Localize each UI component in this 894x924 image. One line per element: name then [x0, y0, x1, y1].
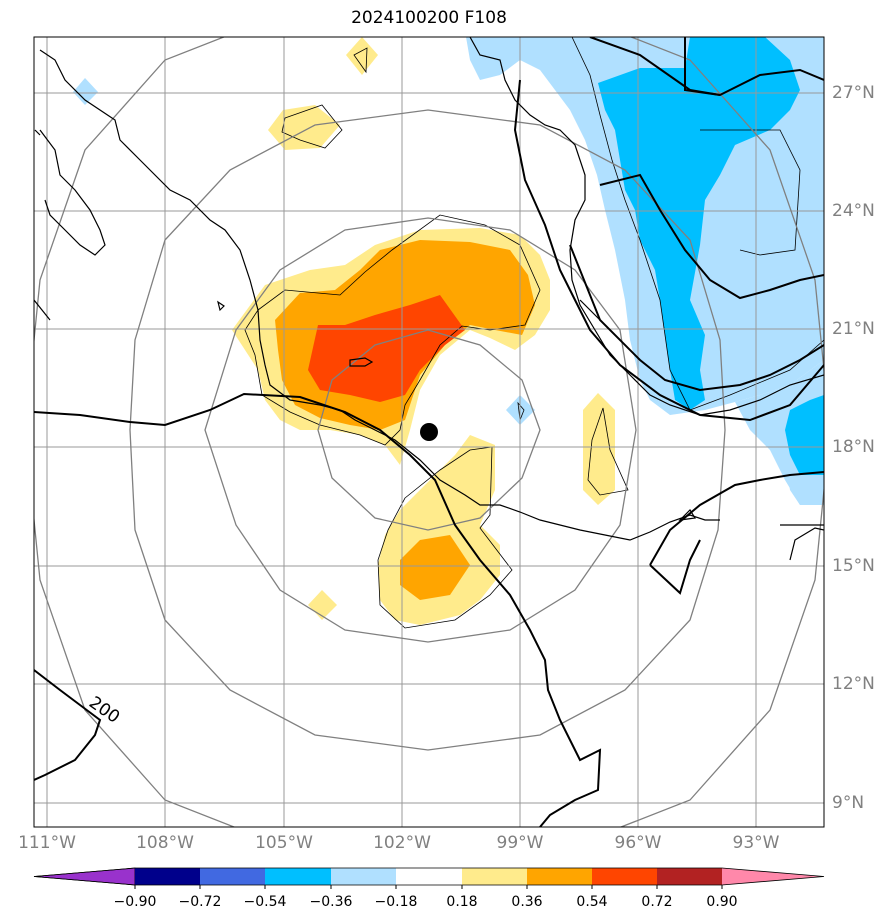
graticule-lines: [34, 37, 824, 827]
lon-label: 102°W: [373, 833, 431, 853]
lat-label: 21°N: [832, 319, 875, 339]
colorbar-tick-label: 0.72: [641, 894, 673, 910]
lat-label: 9°N: [832, 793, 865, 813]
lon-label: 108°W: [136, 833, 194, 853]
shading-light-blue-small: [73, 78, 98, 105]
colorbar-tick-label: 0.54: [576, 894, 608, 910]
range-rings: [34, 37, 824, 827]
colorbar-extend-low: [33, 867, 136, 886]
lat-label: 15°N: [832, 556, 875, 576]
colorbar-tick-label: 0.18: [446, 894, 478, 910]
colorbar-tick-label: 0.90: [706, 894, 738, 910]
colorbar-extend-high: [722, 868, 824, 885]
colorbar-segment: [462, 868, 527, 885]
thin-contour-8: [517, 401, 525, 421]
shading-yellow-small: [308, 590, 337, 620]
shading-yellow-east: [583, 393, 615, 505]
map-title: 2024100200 F108: [351, 8, 507, 28]
colorbar-tick-label: −0.18: [374, 894, 418, 910]
colorbar-tick-label: 0.36: [511, 894, 543, 910]
thin-contour-3: [587, 407, 629, 496]
colorbar-segment: [657, 868, 722, 885]
height-contours: [34, 37, 824, 827]
colorbar-segment: [200, 868, 265, 885]
shading-red-orange: [308, 295, 465, 402]
thin-contour-2: [377, 446, 513, 629]
lon-label: 93°W: [732, 833, 780, 853]
colorbar-segment: [135, 868, 200, 885]
colorbar-tick-label: −0.90: [113, 894, 157, 910]
shading-yellow-nw: [268, 105, 340, 150]
thin-contour-1: [244, 214, 541, 446]
shading-light-blue: [466, 37, 824, 505]
thin-contour-7: [700, 129, 801, 256]
contour-label: 200: [85, 693, 123, 728]
colorbar-tick-label: −0.72: [178, 894, 222, 910]
lat-label: 27°N: [832, 83, 875, 103]
lat-label: 24°N: [832, 201, 875, 221]
thin-contour-5: [353, 47, 368, 74]
thin-contour-4: [281, 104, 343, 149]
shading-yellow-top: [346, 37, 378, 75]
colorbar: [33, 867, 825, 889]
storm-center-marker: [420, 423, 438, 441]
colorbar-tick-label: −0.54: [243, 894, 287, 910]
lon-label: 96°W: [614, 833, 662, 853]
thin-contour-6: [571, 37, 824, 411]
colorbar-segment: [396, 868, 462, 885]
colorbar-segment: [527, 868, 592, 885]
colorbar-segment: [331, 868, 396, 885]
map-frame: [33, 36, 825, 828]
shading-orange-south: [400, 535, 470, 600]
lon-label: 105°W: [255, 833, 313, 853]
colorbar-tick-label: −0.36: [309, 894, 353, 910]
colorbar-segment: [265, 868, 331, 885]
lon-label: 111°W: [18, 833, 76, 853]
lon-label: 99°W: [496, 833, 544, 853]
shading-deep-blue-east: [785, 395, 824, 475]
lat-label: 18°N: [832, 437, 875, 457]
colorbar-segment: [592, 868, 657, 885]
lat-label: 12°N: [832, 674, 875, 694]
